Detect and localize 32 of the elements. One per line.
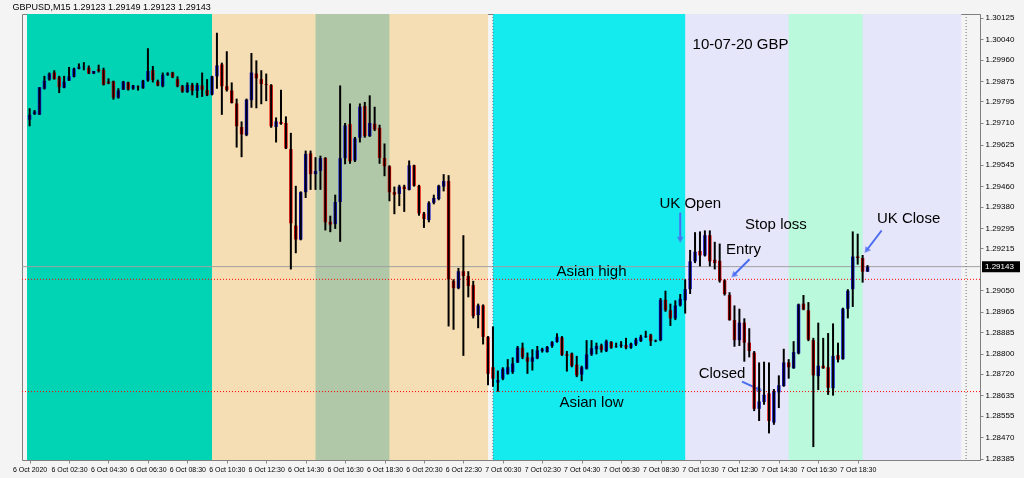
y-tick-label: 1.28720 — [985, 369, 1015, 379]
y-tick-label: 1.28385 — [985, 454, 1015, 464]
y-tick-label: 1.29050 — [985, 285, 1015, 295]
y-tick-label: 1.29380 — [985, 202, 1015, 212]
y-tick-label: 1.30040 — [985, 34, 1015, 44]
y-tick-label: 1.29460 — [985, 181, 1015, 191]
y-tick-label: 1.29795 — [985, 96, 1015, 106]
annotation: UK Open — [659, 193, 722, 211]
y-tick-label: 1.29710 — [985, 118, 1015, 128]
annotation: Stop loss — [745, 215, 807, 232]
annotation: Asian low — [559, 392, 624, 410]
ref-line-label: 1.29143 — [985, 261, 1015, 271]
y-tick-label: 1.28555 — [985, 411, 1015, 421]
y-tick-label: 1.28885 — [985, 327, 1015, 337]
candlestick — [82, 61, 86, 72]
y-tick-label: 1.29215 — [985, 243, 1015, 253]
annotation: Asian high — [556, 262, 627, 280]
y-tick-label: 1.29875 — [985, 76, 1015, 86]
y-tick-label: 1.29295 — [985, 223, 1015, 233]
y-tick-label: 1.30125 — [985, 13, 1015, 23]
annotation: Entry — [726, 240, 762, 258]
y-tick-label: 1.28470 — [985, 432, 1015, 442]
annotation: UK Close — [876, 209, 941, 227]
y-tick-label: 1.29545 — [985, 160, 1015, 170]
chart-title: GBPUSD,M15 1.29123 1.29149 1.29123 1.29143 — [12, 1, 211, 12]
annotation: Closed — [698, 363, 746, 381]
annotation: 10-07-20 GBP — [692, 35, 789, 52]
y-tick-label: 1.28965 — [985, 307, 1015, 317]
y-tick-label: 1.29960 — [985, 55, 1015, 65]
y-tick-label: 1.28635 — [985, 390, 1015, 400]
y-tick-label: 1.28800 — [985, 349, 1015, 359]
y-tick-label: 1.29625 — [985, 140, 1015, 150]
